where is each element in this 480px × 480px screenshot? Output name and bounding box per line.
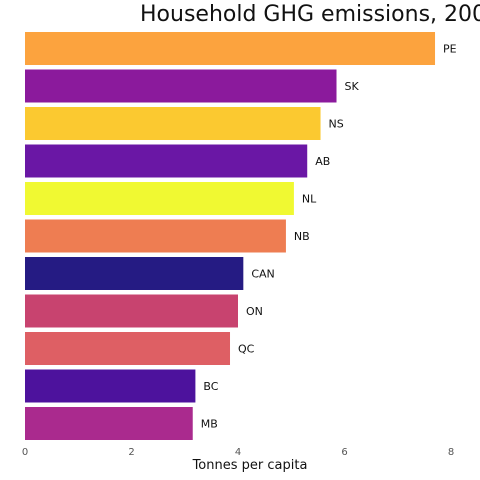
bar-labels-group: PE SK NS AB NL NB CAN ON QC BC MB (201, 43, 457, 431)
bar-nb (25, 219, 286, 253)
bar-on (25, 294, 238, 328)
bar-label-bc: BC (203, 380, 218, 393)
bar-nl (25, 182, 294, 215)
x-tick-label: 8 (448, 447, 454, 458)
bar-mb (25, 407, 193, 440)
bar-label-nb: NB (294, 230, 310, 243)
x-tick-label: 4 (235, 447, 241, 458)
bar-label-pe: PE (443, 43, 457, 56)
x-axis-ticks: 0 2 4 6 8 (22, 447, 454, 458)
bar-ab (25, 144, 308, 178)
bar-label-qc: QC (238, 343, 255, 356)
x-tick-label: 6 (341, 447, 347, 458)
bar-label-mb: MB (201, 418, 218, 431)
bar-label-can: CAN (251, 268, 274, 281)
bar-label-ns: NS (329, 118, 344, 131)
bars-group (25, 32, 436, 440)
x-tick-label: 2 (128, 447, 134, 458)
bar-label-sk: SK (345, 80, 360, 93)
bar-label-on: ON (246, 305, 263, 318)
bar-sk (25, 69, 337, 103)
bar-label-ab: AB (315, 155, 330, 168)
bar-ns (25, 107, 321, 140)
bar-bc (25, 369, 196, 403)
bar-pe (25, 32, 436, 65)
chart-title: Household GHG emissions, 2009 (140, 2, 480, 27)
bar-label-nl: NL (302, 193, 317, 206)
x-tick-label: 0 (22, 447, 28, 458)
x-axis-label: Tonnes per capita (192, 458, 308, 473)
bar-qc (25, 332, 231, 365)
bar-can (25, 257, 244, 290)
